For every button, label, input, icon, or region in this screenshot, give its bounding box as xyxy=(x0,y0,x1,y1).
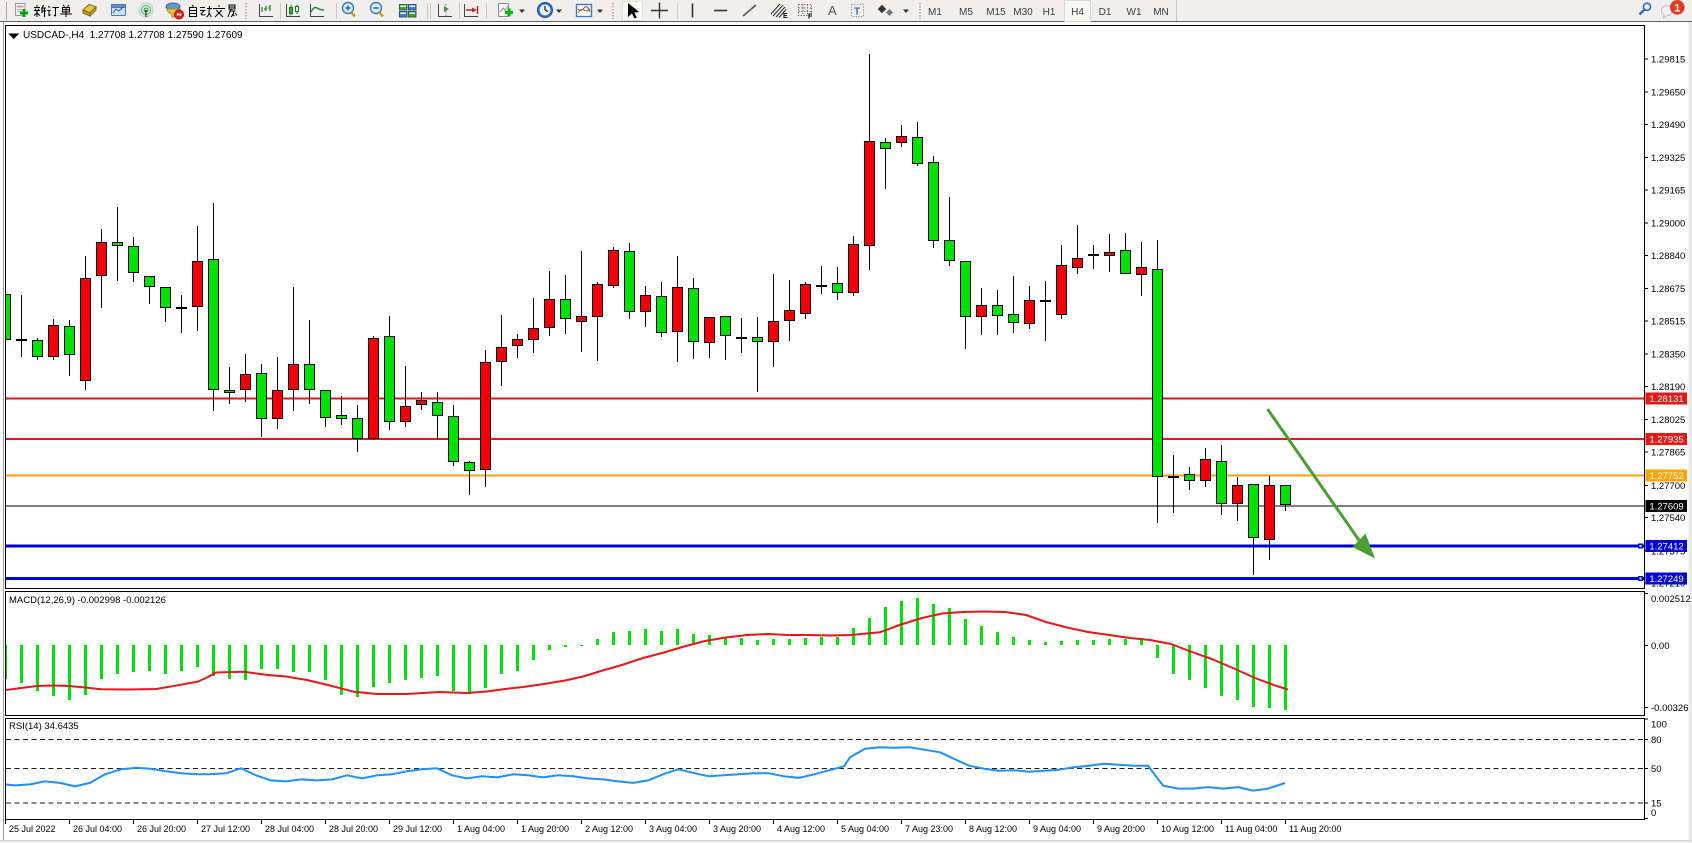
svg-text:1.28515: 1.28515 xyxy=(1651,316,1685,327)
svg-text:1: 1 xyxy=(1674,2,1680,14)
svg-text:1.28840: 1.28840 xyxy=(1651,251,1685,262)
svg-text:1.27935: 1.27935 xyxy=(1649,434,1683,445)
svg-text:1.28675: 1.28675 xyxy=(1651,284,1685,295)
svg-text:H4: H4 xyxy=(1071,7,1084,18)
svg-text:0.002512: 0.002512 xyxy=(1651,594,1691,605)
svg-text:3 Aug 04:00: 3 Aug 04:00 xyxy=(649,824,697,834)
svg-text:1.28025: 1.28025 xyxy=(1651,415,1685,426)
svg-text:28 Jul 04:00: 28 Jul 04:00 xyxy=(265,824,314,834)
svg-text:10 Aug 12:00: 10 Aug 12:00 xyxy=(1161,824,1214,834)
svg-text:80: 80 xyxy=(1651,735,1662,746)
svg-text:11 Aug 04:00: 11 Aug 04:00 xyxy=(1225,824,1277,834)
svg-text:1.28350: 1.28350 xyxy=(1651,350,1685,361)
svg-text:USDCAD-,H4 1.27708 1.27708 1.: USDCAD-,H4 1.27708 1.27708 1.27590 1.276… xyxy=(23,30,243,41)
svg-text:100: 100 xyxy=(1651,720,1667,731)
svg-text:0.00: 0.00 xyxy=(1651,641,1670,652)
svg-text:1.27249: 1.27249 xyxy=(1649,574,1683,585)
svg-text:W1: W1 xyxy=(1127,7,1142,18)
svg-text:M1: M1 xyxy=(928,7,942,18)
svg-text:1.29490: 1.29490 xyxy=(1651,120,1685,131)
svg-text:MN: MN xyxy=(1153,7,1169,18)
svg-text:25 Jul 2022: 25 Jul 2022 xyxy=(9,824,56,834)
svg-text:1.28131: 1.28131 xyxy=(1649,394,1683,405)
svg-text:15: 15 xyxy=(1651,799,1662,810)
svg-text:1.27412: 1.27412 xyxy=(1649,542,1683,553)
svg-text:A: A xyxy=(828,3,837,18)
svg-text:T: T xyxy=(854,7,860,18)
svg-text:2 Aug 12:00: 2 Aug 12:00 xyxy=(585,824,633,834)
svg-text:1.27609: 1.27609 xyxy=(1649,502,1683,513)
svg-text:7 Aug 23:00: 7 Aug 23:00 xyxy=(905,824,953,834)
svg-text:26 Jul 04:00: 26 Jul 04:00 xyxy=(73,824,122,834)
svg-text:27 Jul 12:00: 27 Jul 12:00 xyxy=(201,824,250,834)
svg-text:4 Aug 12:00: 4 Aug 12:00 xyxy=(777,824,825,834)
svg-text:9 Aug 20:00: 9 Aug 20:00 xyxy=(1097,824,1145,834)
svg-text:1.29650: 1.29650 xyxy=(1651,88,1685,99)
svg-text:28 Jul 20:00: 28 Jul 20:00 xyxy=(329,824,378,834)
svg-text:1.28190: 1.28190 xyxy=(1651,382,1685,393)
svg-text:50: 50 xyxy=(1651,764,1662,775)
svg-text:F: F xyxy=(808,14,813,21)
svg-text:9 Aug 04:00: 9 Aug 04:00 xyxy=(1033,824,1081,834)
svg-text:H1: H1 xyxy=(1043,7,1056,18)
svg-text:26 Jul 20:00: 26 Jul 20:00 xyxy=(137,824,186,834)
svg-text:D1: D1 xyxy=(1099,7,1112,18)
svg-text:MACD(12,26,9) -0.002998 -0.002: MACD(12,26,9) -0.002998 -0.002126 xyxy=(9,595,166,606)
svg-text:1.29000: 1.29000 xyxy=(1651,219,1685,230)
svg-text:0: 0 xyxy=(1651,808,1656,819)
svg-text:-0.00326: -0.00326 xyxy=(1651,703,1689,714)
svg-text:1.29165: 1.29165 xyxy=(1651,185,1685,196)
svg-text:1.27865: 1.27865 xyxy=(1651,448,1685,459)
svg-text:1 Aug 04:00: 1 Aug 04:00 xyxy=(457,824,505,834)
svg-text:3 Aug 20:00: 3 Aug 20:00 xyxy=(713,824,761,834)
svg-text:11 Aug 20:00: 11 Aug 20:00 xyxy=(1289,824,1341,834)
svg-text:1.27752: 1.27752 xyxy=(1649,471,1683,482)
svg-text:29 Jul 12:00: 29 Jul 12:00 xyxy=(393,824,442,834)
svg-text:M15: M15 xyxy=(986,7,1006,18)
svg-text:8 Aug 12:00: 8 Aug 12:00 xyxy=(969,824,1017,834)
svg-text:M30: M30 xyxy=(1013,7,1033,18)
svg-text:E: E xyxy=(783,13,788,20)
svg-text:1 Aug 20:00: 1 Aug 20:00 xyxy=(521,824,569,834)
svg-text:1.27700: 1.27700 xyxy=(1651,481,1685,492)
svg-text:RSI(14) 34.6435: RSI(14) 34.6435 xyxy=(9,721,79,732)
svg-text:5 Aug 04:00: 5 Aug 04:00 xyxy=(841,824,889,834)
svg-text:1.29815: 1.29815 xyxy=(1651,54,1685,65)
svg-text:M5: M5 xyxy=(959,7,973,18)
svg-text:1.27540: 1.27540 xyxy=(1651,513,1685,524)
svg-text:1.29325: 1.29325 xyxy=(1651,153,1685,164)
